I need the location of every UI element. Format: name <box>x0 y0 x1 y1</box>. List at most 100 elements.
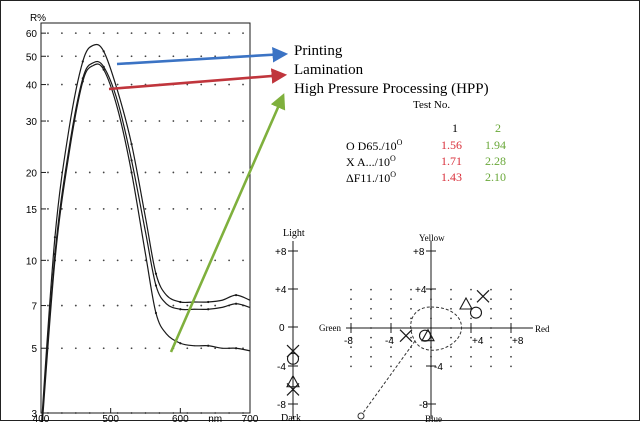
a-tick-p8: +8 <box>512 336 524 347</box>
grid-dot <box>390 288 392 291</box>
grid-dot <box>88 304 91 307</box>
row2-value-2: 2.28 <box>485 154 506 168</box>
grid-dot <box>116 55 119 58</box>
grid-dot <box>510 307 512 310</box>
grid-dot <box>410 355 412 358</box>
grid-dot <box>116 259 119 262</box>
series-point <box>234 347 238 350</box>
grid-dot <box>370 298 372 301</box>
grid-dot <box>350 365 352 368</box>
ab-ticks <box>350 250 512 405</box>
grid-dot <box>144 55 147 58</box>
series-point <box>81 80 84 83</box>
grid-dot <box>186 55 189 58</box>
grid-dot <box>370 307 372 310</box>
grid-dot <box>47 208 49 210</box>
grid-dot <box>88 259 91 262</box>
grid-dot <box>47 304 49 307</box>
grid-dot <box>186 32 189 35</box>
a-tick-m4: -4 <box>385 336 394 347</box>
grid-dot <box>470 355 472 358</box>
grid-dot <box>186 83 189 86</box>
grid-dot <box>410 307 412 310</box>
grid-dot <box>88 347 91 350</box>
series-point <box>130 159 133 162</box>
grid-dot <box>186 259 189 262</box>
lightness-tick-0: 0 <box>279 323 285 334</box>
grid-dot <box>450 298 452 301</box>
y-tick-label: 15 <box>26 205 38 216</box>
grid-dot <box>470 317 472 320</box>
grid-dot <box>450 346 452 349</box>
grid-dot <box>350 288 352 291</box>
grid-dot <box>158 347 161 350</box>
grid-dot <box>74 171 77 174</box>
grid-dot <box>74 259 77 262</box>
grid-dot <box>102 83 105 86</box>
grid-dot <box>470 288 472 291</box>
grid-dot <box>186 120 189 122</box>
colorspace-markers <box>399 289 490 343</box>
grid-dot <box>350 336 352 339</box>
grid-dot <box>47 55 49 58</box>
grid-dot <box>450 365 452 368</box>
grid-dot <box>490 365 492 368</box>
grid-dot <box>370 355 372 358</box>
row3-value-2: 2.10 <box>485 170 506 184</box>
series-point <box>154 272 158 275</box>
grid-dot <box>350 346 352 349</box>
grid-dot <box>172 32 175 35</box>
row1-label: O D65./10O <box>346 138 403 153</box>
grid-dot <box>242 32 244 35</box>
grid-dot <box>490 298 492 301</box>
grid-dot <box>228 120 231 122</box>
grid-dot <box>130 120 133 122</box>
series-point <box>154 284 158 287</box>
tail-end-circle <box>357 412 365 420</box>
triangle-marker <box>459 296 473 310</box>
grid-dot <box>470 298 472 301</box>
plot-frame <box>40 22 251 414</box>
grid-dot <box>450 307 452 310</box>
a-tick-p4: +4 <box>472 336 484 347</box>
grid-dot <box>88 208 91 210</box>
grid-dot <box>61 83 63 86</box>
grid-dot <box>390 307 392 310</box>
series-point <box>130 143 133 146</box>
grid-dot <box>214 55 217 58</box>
grid-dot <box>214 120 217 122</box>
x-marker <box>286 383 300 396</box>
grid-dot <box>172 55 175 58</box>
lightness-tick-m4: -4 <box>277 362 286 373</box>
grid-dot <box>450 336 452 339</box>
grid-dot <box>130 208 133 210</box>
series-point <box>53 259 57 262</box>
legend-printing: Printing <box>294 43 343 59</box>
grid-dot <box>450 317 452 320</box>
light-label: Light <box>283 228 305 239</box>
grid-dot <box>242 120 244 122</box>
circle-marker <box>286 352 300 365</box>
grid-dot <box>370 346 372 349</box>
grid-dot <box>61 304 63 307</box>
grid-dot <box>228 208 231 210</box>
grid-dot <box>510 288 512 291</box>
series-point <box>102 68 105 71</box>
grid-dot <box>102 55 105 58</box>
grid-dot <box>144 347 147 350</box>
grid-dot <box>390 346 392 349</box>
grid-dot <box>61 32 63 35</box>
grid-dot <box>510 355 512 358</box>
grid-dot <box>144 171 147 174</box>
grid-dot <box>350 355 352 358</box>
grid-dot <box>116 347 119 350</box>
grid-dot <box>390 317 392 320</box>
series-point <box>207 300 210 304</box>
series-point <box>179 308 182 311</box>
lightness-tick-m8: -8 <box>277 400 286 411</box>
y-axis-ticks: 60 50 40 30 20 15 10 7 5 3 <box>26 29 46 420</box>
grid-dot <box>61 259 63 262</box>
b-tick-p8: +8 <box>413 247 425 258</box>
series-point <box>53 236 57 239</box>
